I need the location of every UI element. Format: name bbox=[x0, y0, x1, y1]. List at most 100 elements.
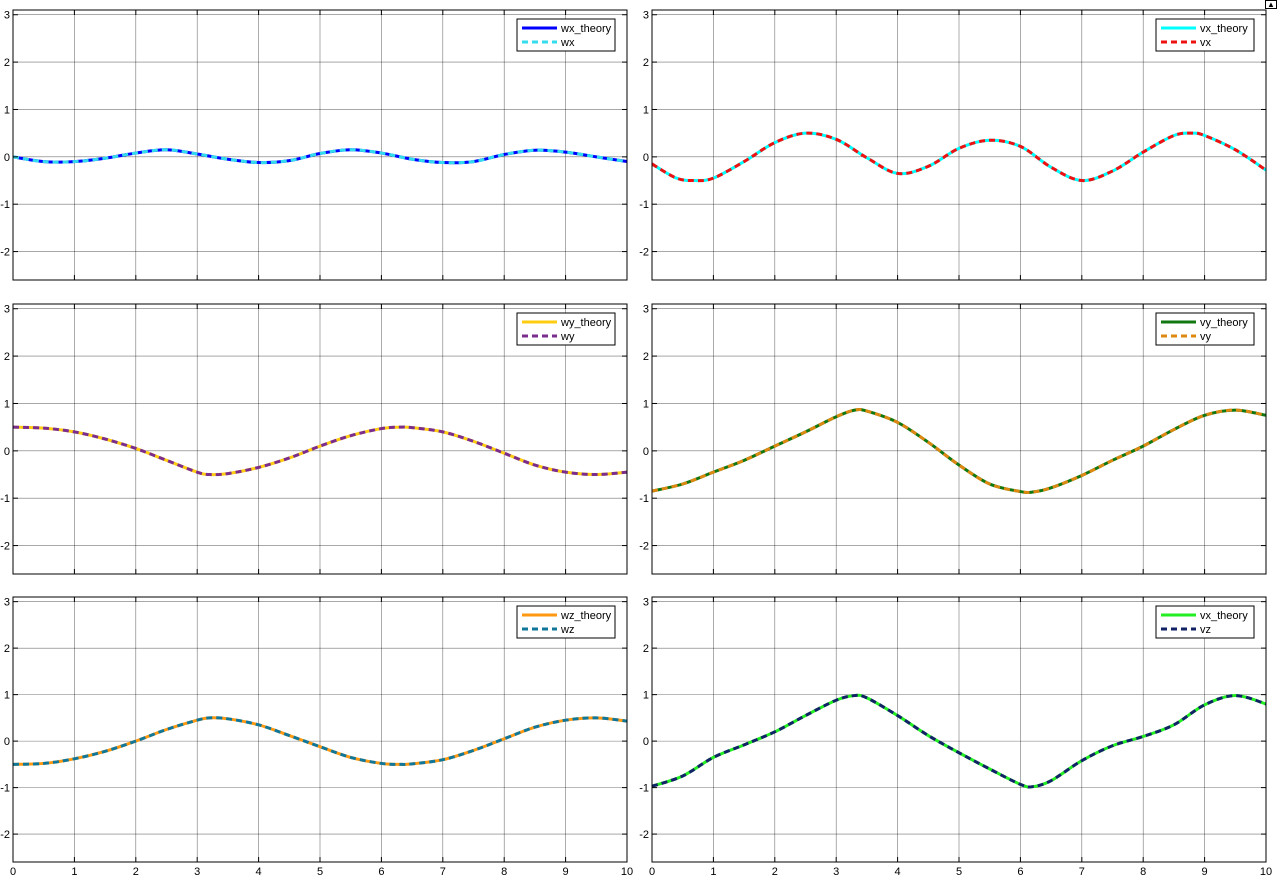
y-tick-label: 2 bbox=[4, 643, 10, 655]
series-group bbox=[13, 148, 627, 165]
x-tick-label: 6 bbox=[1017, 866, 1023, 878]
x-tick-label: 5 bbox=[317, 866, 323, 878]
y-tick-label: 3 bbox=[643, 304, 649, 316]
x-tick-label: 1 bbox=[71, 866, 77, 878]
y-tick-label: -2 bbox=[0, 541, 10, 553]
legend-label: wz_theory bbox=[560, 610, 612, 622]
x-tick-label: 7 bbox=[440, 866, 446, 878]
legend-box bbox=[1155, 605, 1255, 639]
y-tick-label: -1 bbox=[639, 199, 649, 211]
y-tick-label: 0 bbox=[4, 152, 10, 164]
y-tick-label: 1 bbox=[4, 690, 10, 702]
x-tick-label: 6 bbox=[378, 866, 384, 878]
x-tick-label: 10 bbox=[621, 866, 633, 878]
y-tick-label: -1 bbox=[639, 783, 649, 795]
x-tick-label: 4 bbox=[256, 866, 262, 878]
y-tick-label: -1 bbox=[0, 783, 10, 795]
y-tick-label: 1 bbox=[643, 398, 649, 410]
x-tick-label: 3 bbox=[833, 866, 839, 878]
legend-label: vy bbox=[1200, 331, 1212, 343]
y-tick-label: -2 bbox=[0, 829, 10, 841]
x-tick-label: 9 bbox=[563, 866, 569, 878]
legend-label: wx bbox=[560, 37, 575, 49]
y-tick-label: -2 bbox=[639, 829, 649, 841]
legend-label: vx_theory bbox=[1200, 23, 1248, 35]
series-line-vy bbox=[652, 407, 1266, 495]
undock-icon[interactable]: ▲ bbox=[1265, 0, 1277, 9]
y-tick-label: 1 bbox=[4, 398, 10, 410]
x-tick-label: 3 bbox=[194, 866, 200, 878]
series-group bbox=[652, 131, 1266, 183]
x-tick-label: 5 bbox=[956, 866, 962, 878]
x-tick-label: 4 bbox=[895, 866, 901, 878]
series-group bbox=[13, 425, 627, 477]
x-tick-label: 2 bbox=[772, 866, 778, 878]
series-group bbox=[13, 716, 627, 766]
y-tick-label: 1 bbox=[643, 690, 649, 702]
series-line-vx bbox=[652, 131, 1266, 183]
y-tick-label: 0 bbox=[643, 736, 649, 748]
legend-label: wy_theory bbox=[560, 317, 612, 329]
x-tick-label: 0 bbox=[649, 866, 655, 878]
y-tick-label: -2 bbox=[0, 247, 10, 259]
legend-box bbox=[516, 312, 616, 346]
x-tick-label: 7 bbox=[1079, 866, 1085, 878]
y-tick-label: -2 bbox=[639, 247, 649, 259]
legend-box bbox=[516, 18, 616, 52]
series-line-wy bbox=[13, 425, 627, 477]
x-tick-label: 2 bbox=[133, 866, 139, 878]
y-tick-label: 3 bbox=[4, 10, 10, 22]
legend-label: wz bbox=[560, 624, 574, 636]
y-tick-label: 0 bbox=[643, 152, 649, 164]
y-tick-label: -1 bbox=[639, 493, 649, 505]
legend-label: vz bbox=[1200, 624, 1211, 636]
y-tick-label: -2 bbox=[639, 541, 649, 553]
x-tick-label: 8 bbox=[501, 866, 507, 878]
y-tick-label: 2 bbox=[4, 351, 10, 363]
legend-label: wx_theory bbox=[560, 23, 612, 35]
y-tick-label: 3 bbox=[643, 597, 649, 609]
legend-label: wy bbox=[560, 331, 575, 343]
y-tick-label: 2 bbox=[643, 57, 649, 69]
y-tick-label: 0 bbox=[4, 736, 10, 748]
y-tick-label: 3 bbox=[4, 304, 10, 316]
y-tick-label: 0 bbox=[4, 446, 10, 458]
series-group bbox=[652, 693, 1266, 789]
legend-label: vx_theory bbox=[1200, 610, 1248, 622]
x-tick-label: 9 bbox=[1202, 866, 1208, 878]
y-tick-label: -1 bbox=[0, 493, 10, 505]
series-line-vz bbox=[652, 693, 1266, 789]
legend-label: vy_theory bbox=[1200, 317, 1248, 329]
series-line-wx bbox=[13, 148, 627, 165]
series-group bbox=[652, 407, 1266, 495]
y-tick-label: 1 bbox=[4, 104, 10, 116]
y-tick-label: -1 bbox=[0, 199, 10, 211]
x-tick-label: 1 bbox=[710, 866, 716, 878]
x-tick-label: 8 bbox=[1140, 866, 1146, 878]
x-tick-label: 10 bbox=[1260, 866, 1272, 878]
legend-label: vx bbox=[1200, 37, 1212, 49]
y-tick-label: 2 bbox=[643, 643, 649, 655]
legend-box bbox=[1155, 18, 1255, 52]
y-tick-label: 1 bbox=[643, 104, 649, 116]
legend-box bbox=[516, 605, 616, 639]
y-tick-label: 2 bbox=[4, 57, 10, 69]
y-tick-label: 0 bbox=[643, 446, 649, 458]
y-tick-label: 2 bbox=[643, 351, 649, 363]
y-tick-label: 3 bbox=[643, 10, 649, 22]
y-tick-label: 3 bbox=[4, 597, 10, 609]
series-line-wz_theory bbox=[13, 716, 627, 766]
